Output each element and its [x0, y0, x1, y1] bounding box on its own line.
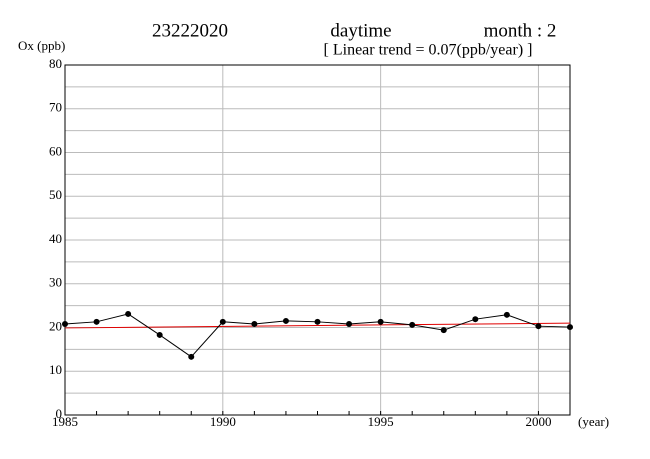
y-tick-label: 70	[49, 100, 62, 115]
data-point	[62, 321, 68, 327]
y-tick-label: 80	[49, 56, 62, 71]
y-tick-label: 60	[49, 143, 62, 158]
chart-title: 23222020	[152, 20, 228, 41]
data-point	[125, 310, 132, 317]
data-point	[188, 353, 195, 360]
data-point	[409, 321, 416, 328]
y-axis-label: Ox (ppb)	[18, 38, 65, 53]
data-point	[219, 318, 226, 325]
data-point	[156, 331, 163, 338]
plot-frame	[64, 64, 571, 416]
trend-line	[64, 322, 571, 329]
x-tick-label: 2000	[525, 414, 551, 429]
y-tick-label: 20	[49, 318, 62, 333]
data-point	[503, 311, 510, 318]
y-tick-label: 10	[49, 362, 62, 377]
data-point	[346, 321, 353, 327]
period: daytime	[330, 20, 391, 41]
x-tick-label: 1995	[368, 414, 394, 429]
data-point	[282, 317, 289, 324]
data-point	[440, 327, 447, 334]
y-tick-label: 50	[49, 187, 62, 202]
y-tick-label: 40	[49, 231, 62, 246]
data-point	[314, 318, 321, 325]
data-point	[535, 323, 542, 330]
x-tick-label: 1985	[52, 414, 78, 429]
data-point	[472, 316, 479, 323]
data-point	[567, 324, 573, 331]
x-tick-label: 1990	[210, 414, 236, 429]
data-point	[251, 321, 258, 327]
data-point	[93, 318, 100, 325]
x-axis-label: (year)	[578, 414, 609, 429]
y-tick-label: 0	[56, 406, 63, 421]
y-tick-label: 30	[49, 275, 62, 290]
month-label: month : 2	[484, 20, 557, 41]
subtitle: [ Linear trend = 0.07(ppb/year) ]	[324, 42, 533, 59]
data-point	[377, 318, 384, 325]
